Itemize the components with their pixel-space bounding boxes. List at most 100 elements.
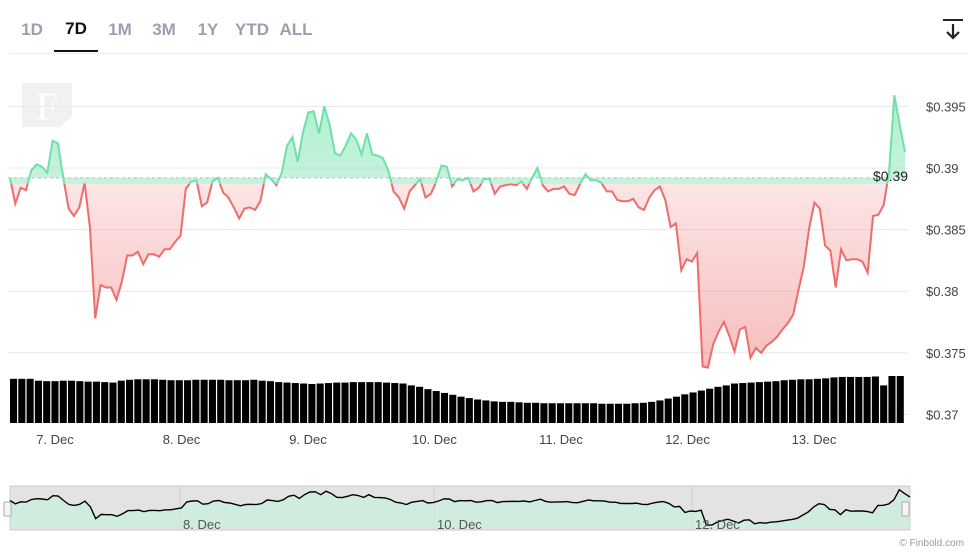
volume-bar bbox=[631, 403, 639, 423]
range-tab-7d[interactable]: 7D bbox=[54, 8, 98, 52]
volume-bar bbox=[822, 378, 830, 423]
navigator-date-label: 12. Dec bbox=[695, 517, 740, 532]
x-tick-label: 13. Dec bbox=[792, 432, 837, 447]
volume-bar bbox=[846, 376, 855, 423]
x-tick-label: 9. Dec bbox=[289, 432, 327, 447]
x-tick-label: 10. Dec bbox=[412, 432, 457, 447]
volume-bar bbox=[788, 379, 797, 423]
volume-bar bbox=[217, 379, 225, 423]
volume-bar bbox=[59, 380, 67, 423]
volume-bar bbox=[880, 385, 888, 423]
volume-bar bbox=[109, 382, 117, 423]
volume-bar bbox=[722, 385, 730, 423]
volume-bar bbox=[465, 398, 473, 423]
navigator-right-handle[interactable] bbox=[901, 501, 910, 517]
range-tab-1y[interactable]: 1Y bbox=[197, 20, 219, 39]
volume-bar bbox=[772, 381, 780, 423]
volume-bar bbox=[250, 379, 258, 423]
y-tick-label: $0.39 bbox=[926, 161, 959, 176]
volume-bar bbox=[507, 401, 515, 423]
price-line-down bbox=[10, 184, 889, 369]
y-tick-label: $0.395 bbox=[926, 99, 966, 114]
volume-bar bbox=[76, 381, 84, 423]
volume-bar bbox=[523, 402, 531, 423]
price-line-up bbox=[9, 95, 906, 184]
volume-bar bbox=[117, 380, 125, 423]
volume-bars bbox=[10, 376, 904, 423]
volume-bar bbox=[648, 401, 656, 423]
volume-bar bbox=[590, 403, 598, 423]
x-tick-label: 7. Dec bbox=[36, 432, 74, 447]
volume-bar bbox=[614, 403, 623, 423]
volume-bar bbox=[126, 379, 134, 423]
range-tabs: 1D 7D 1M 3M 1Y YTD ALL bbox=[10, 8, 318, 54]
x-axis: 7. Dec 8. Dec 9. Dec 10. Dec 11. Dec 12. Dec 1… bbox=[36, 432, 837, 447]
volume-bar bbox=[581, 403, 589, 423]
volume-bar bbox=[449, 394, 457, 423]
volume-bar bbox=[225, 380, 233, 423]
x-tick-label: 8. Dec bbox=[163, 432, 201, 447]
range-tab-3m[interactable]: 3M bbox=[152, 20, 176, 39]
navigator-left-handle[interactable] bbox=[3, 501, 12, 517]
volume-bar bbox=[333, 382, 341, 423]
navigator-date-label: 8. Dec bbox=[183, 517, 221, 532]
volume-bar bbox=[51, 381, 59, 423]
volume-bar bbox=[474, 399, 482, 423]
volume-bar bbox=[532, 402, 540, 423]
volume-bar bbox=[871, 376, 879, 423]
volume-bar bbox=[805, 379, 813, 423]
y-tick-label: $0.37 bbox=[926, 408, 959, 423]
volume-bar bbox=[184, 380, 192, 423]
volume-bar bbox=[84, 381, 92, 423]
volume-bar bbox=[26, 378, 34, 423]
volume-bar bbox=[664, 398, 672, 423]
area-below-reference bbox=[11, 184, 888, 368]
volume-bar bbox=[730, 383, 739, 423]
volume-bar bbox=[416, 386, 424, 423]
navigator-line bbox=[9, 488, 911, 526]
volume-bar bbox=[440, 392, 449, 423]
volume-bar bbox=[540, 403, 548, 423]
volume-bar bbox=[855, 376, 863, 423]
volume-bar bbox=[672, 396, 681, 423]
volume-bar bbox=[258, 380, 266, 423]
volume-bar bbox=[275, 382, 283, 423]
volume-bar bbox=[159, 379, 167, 423]
volume-bar bbox=[689, 392, 697, 423]
volume-bar bbox=[407, 385, 415, 423]
volume-bar bbox=[830, 377, 838, 423]
volume-bar bbox=[863, 376, 871, 423]
volume-bar bbox=[598, 403, 606, 423]
volume-bar bbox=[888, 376, 896, 423]
volume-bar bbox=[68, 380, 76, 423]
y-axis: $0.37 $0.375 $0.38 $0.385 $0.39 $0.395 bbox=[926, 99, 966, 422]
volume-bar bbox=[797, 379, 805, 423]
download-arrow-icon[interactable] bbox=[940, 16, 966, 42]
navigator-area bbox=[10, 489, 910, 528]
volume-bar bbox=[747, 382, 755, 423]
volume-bar bbox=[896, 376, 904, 423]
volume-bar bbox=[192, 379, 200, 423]
volume-bar bbox=[838, 376, 846, 423]
volume-bar bbox=[341, 382, 349, 423]
x-tick-label: 12. Dec bbox=[665, 432, 710, 447]
volume-bar bbox=[283, 382, 291, 423]
volume-bar bbox=[374, 382, 382, 423]
range-tab-ytd[interactable]: YTD bbox=[235, 20, 269, 39]
volume-bar bbox=[18, 378, 26, 423]
volume-bar bbox=[200, 379, 208, 423]
volume-bar bbox=[639, 402, 647, 423]
navigator-labels: 8. Dec 10. Dec 12. Dec bbox=[183, 517, 740, 532]
volume-bar bbox=[10, 378, 18, 423]
range-tab-1d[interactable]: 1D bbox=[21, 20, 43, 39]
volume-bar bbox=[291, 383, 299, 423]
volume-bar bbox=[813, 378, 821, 423]
navigator-date-label: 10. Dec bbox=[437, 517, 482, 532]
range-tab-all[interactable]: ALL bbox=[279, 20, 313, 39]
range-tab-1m[interactable]: 1M bbox=[108, 20, 132, 39]
volume-bar bbox=[424, 389, 432, 423]
navigator[interactable]: 8. Dec 10. Dec 12. Dec bbox=[0, 484, 978, 534]
volume-bar bbox=[242, 380, 250, 423]
volume-bar bbox=[134, 379, 142, 423]
volume-bar bbox=[358, 382, 366, 423]
